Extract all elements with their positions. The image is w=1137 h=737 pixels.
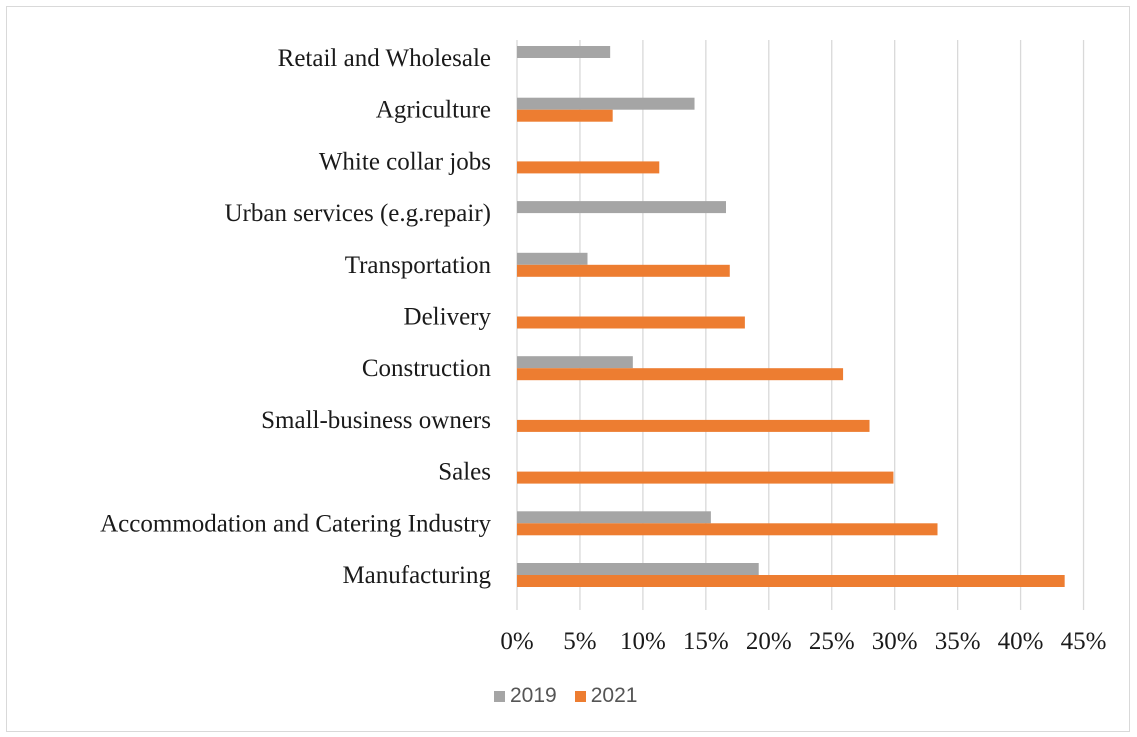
x-tick-label: 30% <box>872 628 918 655</box>
category-label: Manufacturing <box>342 562 491 589</box>
legend: 2019 2021 <box>494 684 655 708</box>
legend-item-2019: 2019 <box>494 684 557 708</box>
legend-swatch-2021 <box>574 690 586 702</box>
x-tick-label: 0% <box>500 628 533 655</box>
bar-2021 <box>517 264 730 277</box>
category-label: Transportation <box>345 252 492 279</box>
legend-label-2021: 2021 <box>590 684 638 707</box>
category-label: Construction <box>362 355 492 382</box>
x-tick-label: 20% <box>746 628 792 655</box>
bars <box>517 46 1065 587</box>
bar-2021 <box>517 161 660 174</box>
bar-2019 <box>517 201 726 214</box>
bar-2019 <box>517 252 588 265</box>
x-tick-label: 15% <box>683 628 729 655</box>
legend-item-2021: 2021 <box>574 684 638 708</box>
bar-2019 <box>517 563 759 575</box>
bar-2019 <box>517 356 633 369</box>
category-label: Agriculture <box>376 97 491 124</box>
legend-label-2019: 2019 <box>510 684 557 707</box>
category-label: Accommodation and Catering Industry <box>100 510 491 537</box>
x-tick-label: 25% <box>809 628 855 655</box>
x-tick-labels: 0% 5% 10% 15% 20% 25% 30% 35% 40% 45% <box>500 628 1106 655</box>
x-tick-label: 35% <box>935 628 981 655</box>
category-label: Urban services (e.g.repair) <box>224 200 491 227</box>
x-tick-label: 5% <box>563 628 596 655</box>
bar-2021 <box>517 368 844 381</box>
category-label: Sales <box>438 459 491 486</box>
legend-swatch-2019 <box>494 690 505 702</box>
bar-2021 <box>517 523 938 536</box>
x-tick-label: 40% <box>998 628 1044 655</box>
bar-2021 <box>517 109 613 122</box>
bar-2019 <box>517 511 711 524</box>
bar-2021 <box>517 471 894 484</box>
category-labels: Retail and Wholesale Agriculture White col… <box>100 45 491 589</box>
category-label: Small-business owners <box>261 407 491 434</box>
x-tick-label: 10% <box>620 628 666 655</box>
category-label: Retail and Wholesale <box>278 45 491 72</box>
x-tick-label: 45% <box>1061 628 1107 655</box>
category-label: Delivery <box>404 304 492 331</box>
category-label: White collar jobs <box>319 148 491 175</box>
bar-2021 <box>517 419 870 432</box>
bar-2019 <box>517 46 611 58</box>
bar-2019 <box>517 97 695 110</box>
bar-2021 <box>517 575 1065 587</box>
bar-2021 <box>517 316 745 329</box>
